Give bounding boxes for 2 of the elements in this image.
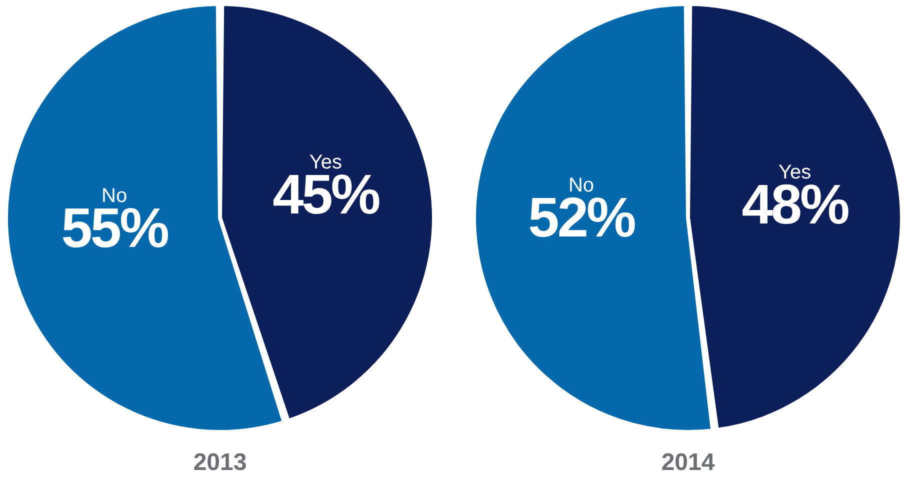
text: 2013 <box>193 449 247 476</box>
text: 2014 <box>661 449 716 476</box>
